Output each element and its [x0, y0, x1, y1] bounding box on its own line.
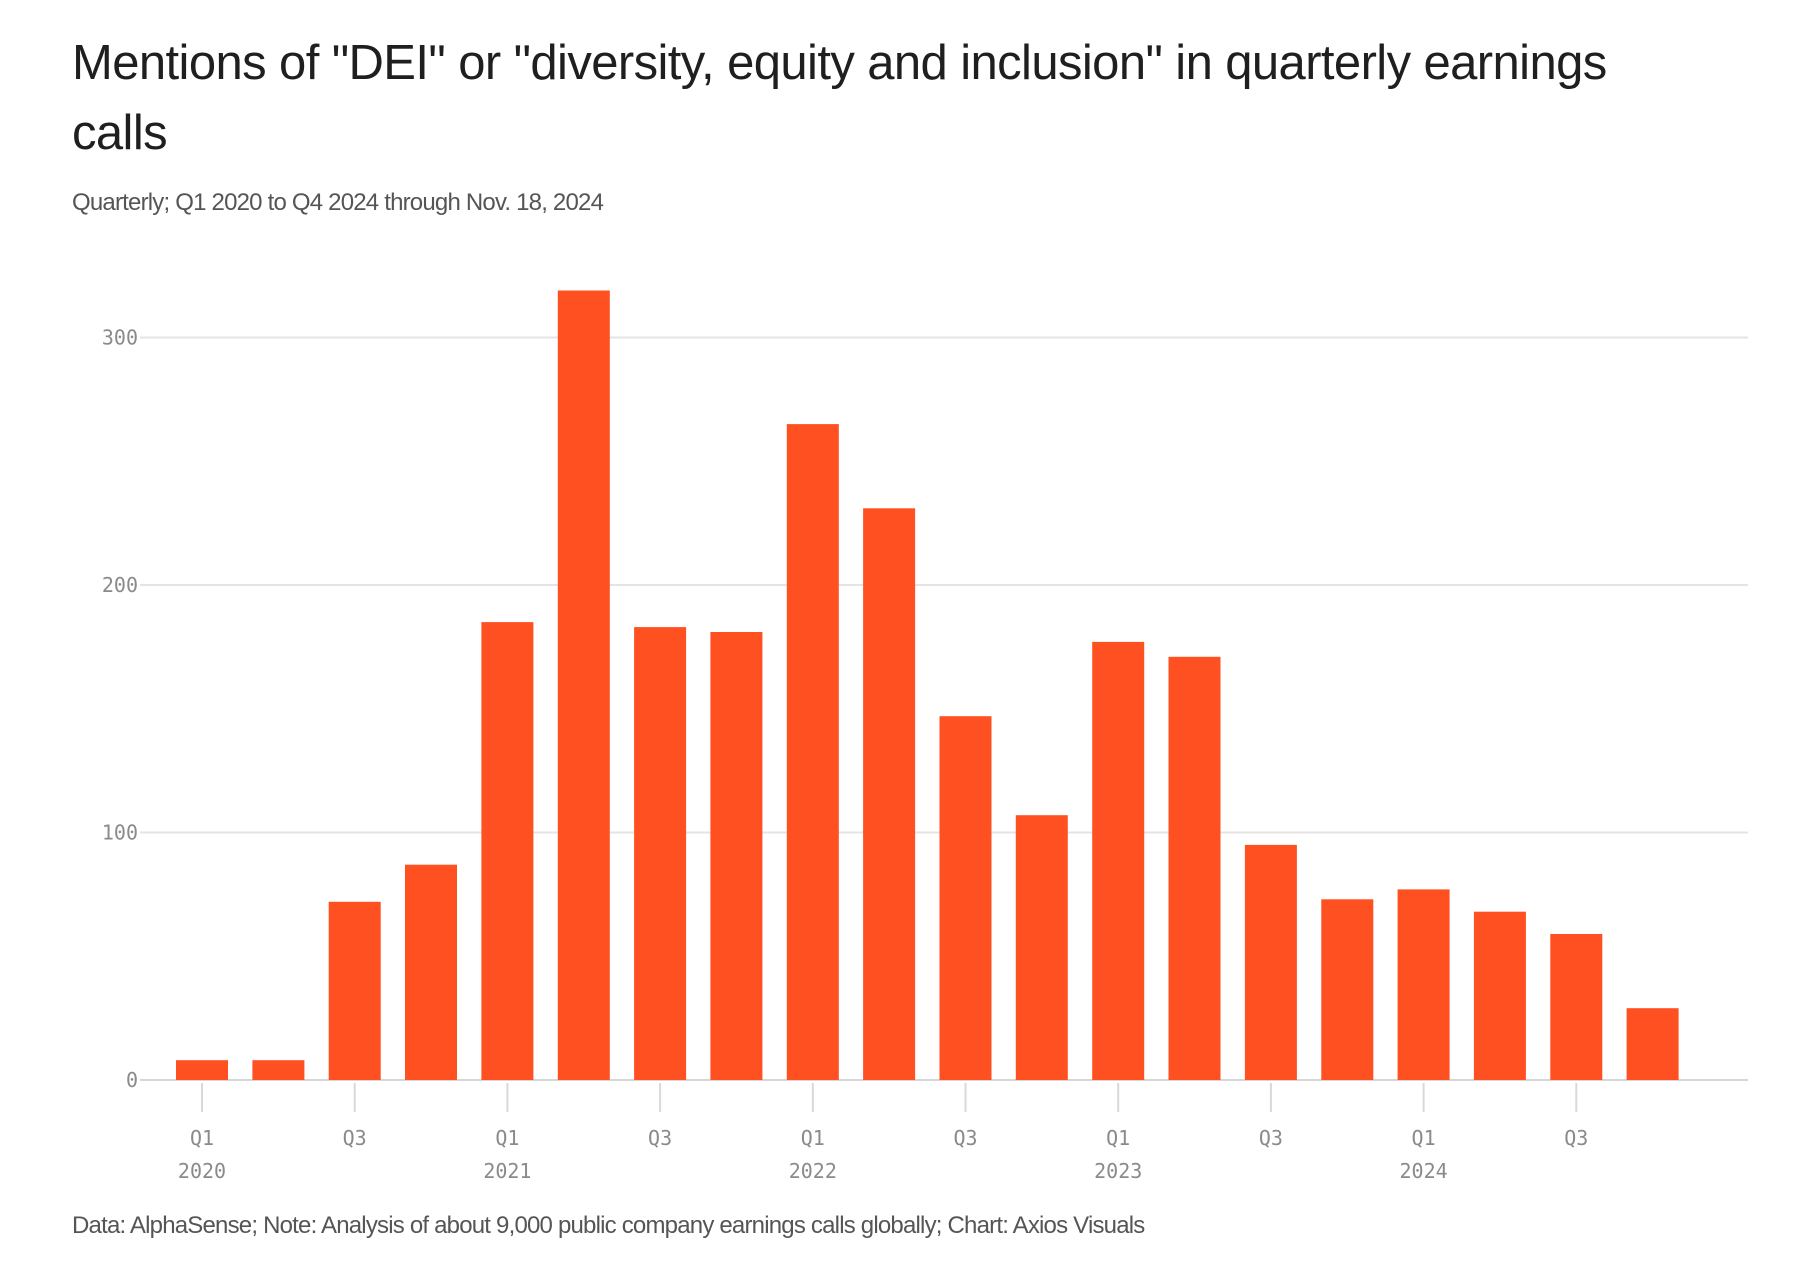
bar-q4-2023: [1321, 899, 1374, 1080]
chart-subtitle: Quarterly; Q1 2020 to Q4 2024 through No…: [72, 189, 604, 216]
chart-title: Mentions of "DEI" or "diversity, equity …: [72, 36, 1607, 160]
bar-q2-2020: [252, 1060, 305, 1080]
bar-q1-2020: [176, 1060, 228, 1080]
bar-q4-2021: [710, 632, 763, 1080]
x-tick-quarter-label: Q1: [801, 1126, 825, 1150]
bar-q4-2024: [1626, 1008, 1679, 1080]
y-tick-label: 0: [126, 1068, 138, 1092]
bar-q2-2022: [863, 508, 916, 1080]
x-tick-year-label: 2023: [1094, 1159, 1142, 1183]
bar-q1-2022: [786, 424, 839, 1081]
bar-q4-2020: [405, 864, 457, 1080]
bar-q3-2020: [328, 901, 381, 1080]
bars: [176, 290, 1679, 1081]
y-tick-label: 100: [102, 821, 138, 845]
bar-q2-2023: [1168, 656, 1221, 1080]
x-tick-year-label: 2020: [178, 1159, 226, 1183]
bar-q2-2024: [1473, 911, 1526, 1080]
x-tick-quarter-label: Q1: [495, 1126, 519, 1150]
x-tick-quarter-label: Q1: [1412, 1126, 1436, 1150]
bar-q3-2024: [1550, 934, 1603, 1080]
x-tick-quarter-label: Q3: [343, 1126, 367, 1150]
x-tick-year-label: 2022: [789, 1159, 837, 1183]
x-tick-quarter-label: Q3: [1259, 1126, 1283, 1150]
x-tick-quarter-label: Q1: [1106, 1126, 1130, 1150]
y-axis-ticks: 0 100 200 300: [102, 326, 138, 1093]
x-tick-quarter-label: Q3: [953, 1126, 977, 1150]
x-tick-quarter-label: Q3: [648, 1126, 672, 1150]
bar-q1-2021: [481, 622, 534, 1080]
x-tick-year-label: 2021: [483, 1159, 531, 1183]
x-tick-quarter-label: Q3: [1564, 1126, 1588, 1150]
x-tick-year-label: 2024: [1400, 1159, 1448, 1183]
bar-q1-2023: [1092, 641, 1145, 1080]
bar-q1-2024: [1397, 889, 1450, 1080]
y-tick-label: 200: [102, 573, 138, 597]
bar-q3-2021: [634, 627, 687, 1080]
x-tick-quarter-label: Q1: [190, 1126, 214, 1150]
chart-source-note: Data: AlphaSense; Note: Analysis of abou…: [72, 1212, 1145, 1239]
bar-q2-2021: [557, 290, 610, 1080]
bar-q4-2022: [1015, 815, 1068, 1080]
bar-q3-2023: [1244, 844, 1297, 1080]
y-tick-label: 300: [102, 326, 138, 350]
x-axis-ticks: Q1 2020 Q3 Q1 2021 Q3 Q1 2022 Q3 Q1 2023 Q3 Q1 2024 Q3: [178, 1083, 1588, 1183]
bar-q3-2022: [939, 716, 992, 1080]
